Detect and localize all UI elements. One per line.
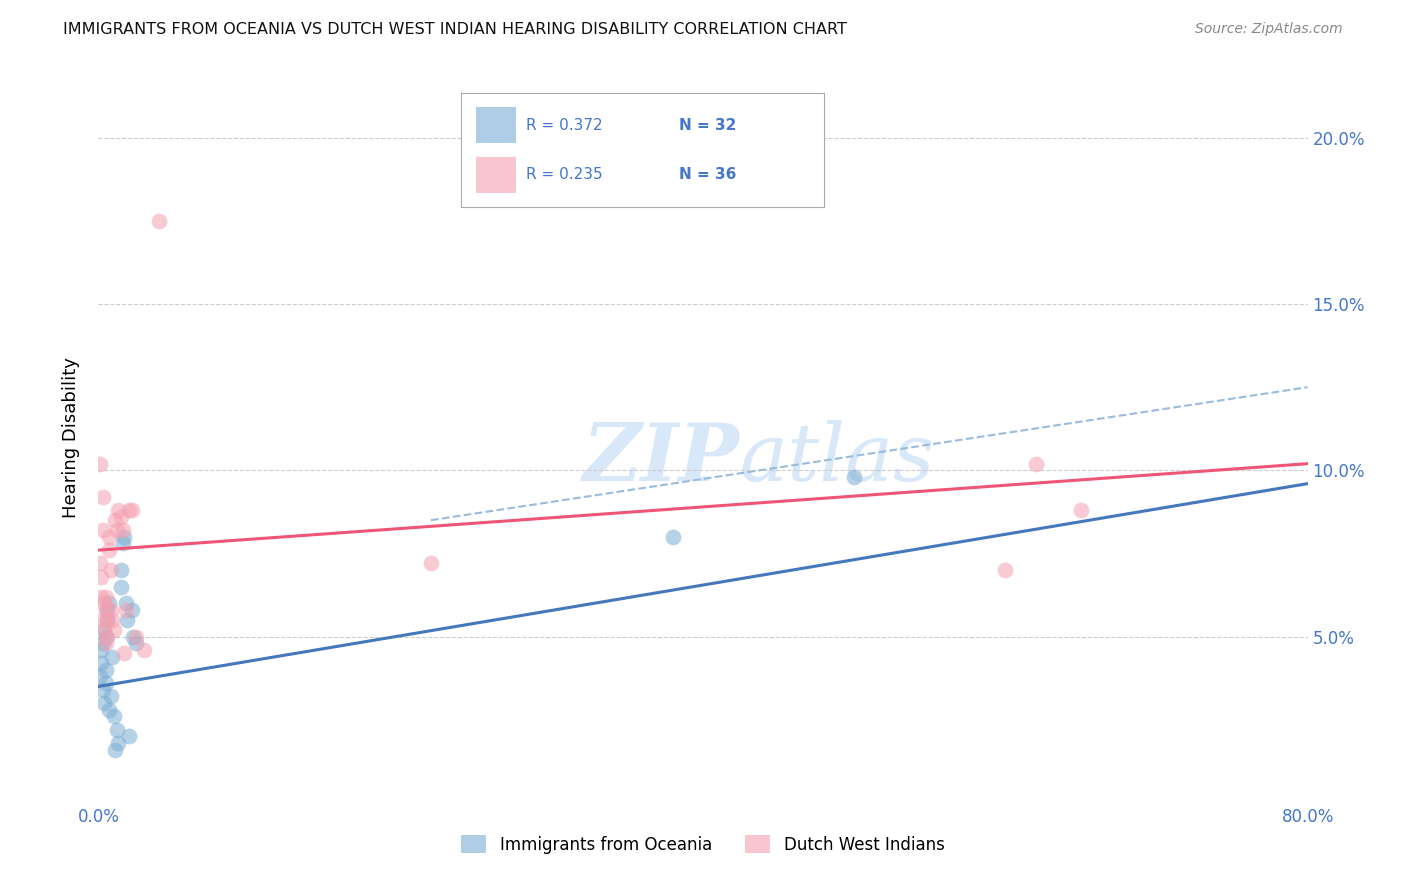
Y-axis label: Hearing Disability: Hearing Disability	[62, 357, 80, 517]
Point	[844, 470, 866, 484]
Point	[101, 613, 124, 627]
Point	[91, 613, 114, 627]
Point	[90, 570, 112, 584]
Point	[96, 613, 118, 627]
Text: Source: ZipAtlas.com: Source: ZipAtlas.com	[1195, 22, 1343, 37]
Point	[107, 736, 129, 750]
Point	[103, 709, 125, 723]
Point	[93, 596, 115, 610]
Point	[94, 590, 117, 604]
Point	[122, 630, 145, 644]
Point	[98, 703, 121, 717]
Point	[115, 613, 138, 627]
Point	[96, 630, 118, 644]
Point	[114, 596, 136, 610]
Point	[661, 530, 683, 544]
Point	[103, 623, 125, 637]
Point	[105, 523, 128, 537]
Point	[90, 643, 112, 657]
Point	[1070, 503, 1092, 517]
Point	[101, 649, 124, 664]
Text: atlas: atlas	[740, 420, 935, 498]
Point	[100, 690, 122, 704]
Point	[111, 523, 134, 537]
Point	[132, 643, 155, 657]
Text: IMMIGRANTS FROM OCEANIA VS DUTCH WEST INDIAN HEARING DISABILITY CORRELATION CHAR: IMMIGRANTS FROM OCEANIA VS DUTCH WEST IN…	[63, 22, 848, 37]
Point	[118, 503, 141, 517]
Point	[94, 663, 117, 677]
Point	[107, 503, 129, 517]
Point	[91, 523, 114, 537]
Point	[1024, 457, 1046, 471]
Point	[96, 603, 118, 617]
Point	[420, 557, 443, 571]
Point	[89, 557, 111, 571]
Point	[118, 729, 141, 743]
Point	[100, 563, 122, 577]
Point	[148, 214, 170, 228]
Point	[112, 646, 135, 660]
Point	[96, 613, 118, 627]
Point	[994, 563, 1017, 577]
Point	[105, 723, 128, 737]
Point	[94, 603, 117, 617]
Point	[89, 457, 111, 471]
Point	[110, 563, 132, 577]
Point	[90, 590, 112, 604]
Point	[111, 536, 134, 550]
Point	[125, 636, 148, 650]
Point	[93, 623, 115, 637]
Point	[98, 596, 121, 610]
Point	[93, 696, 115, 710]
Point	[98, 530, 121, 544]
Point	[98, 543, 121, 558]
Point	[104, 742, 127, 756]
Point	[90, 656, 112, 670]
Point	[110, 509, 132, 524]
Point	[121, 503, 143, 517]
Point	[91, 682, 114, 697]
Point	[121, 603, 143, 617]
Point	[89, 669, 111, 683]
Point	[104, 513, 127, 527]
Point	[93, 623, 115, 637]
Point	[94, 630, 117, 644]
Point	[114, 603, 136, 617]
Point	[110, 580, 132, 594]
Point	[94, 676, 117, 690]
Text: ZIP: ZIP	[582, 420, 740, 498]
Point	[94, 636, 117, 650]
Point	[100, 603, 122, 617]
Point	[91, 490, 114, 504]
Point	[125, 630, 148, 644]
Point	[112, 530, 135, 544]
Legend: Immigrants from Oceania, Dutch West Indians: Immigrants from Oceania, Dutch West Indi…	[454, 829, 952, 860]
Point	[91, 636, 114, 650]
